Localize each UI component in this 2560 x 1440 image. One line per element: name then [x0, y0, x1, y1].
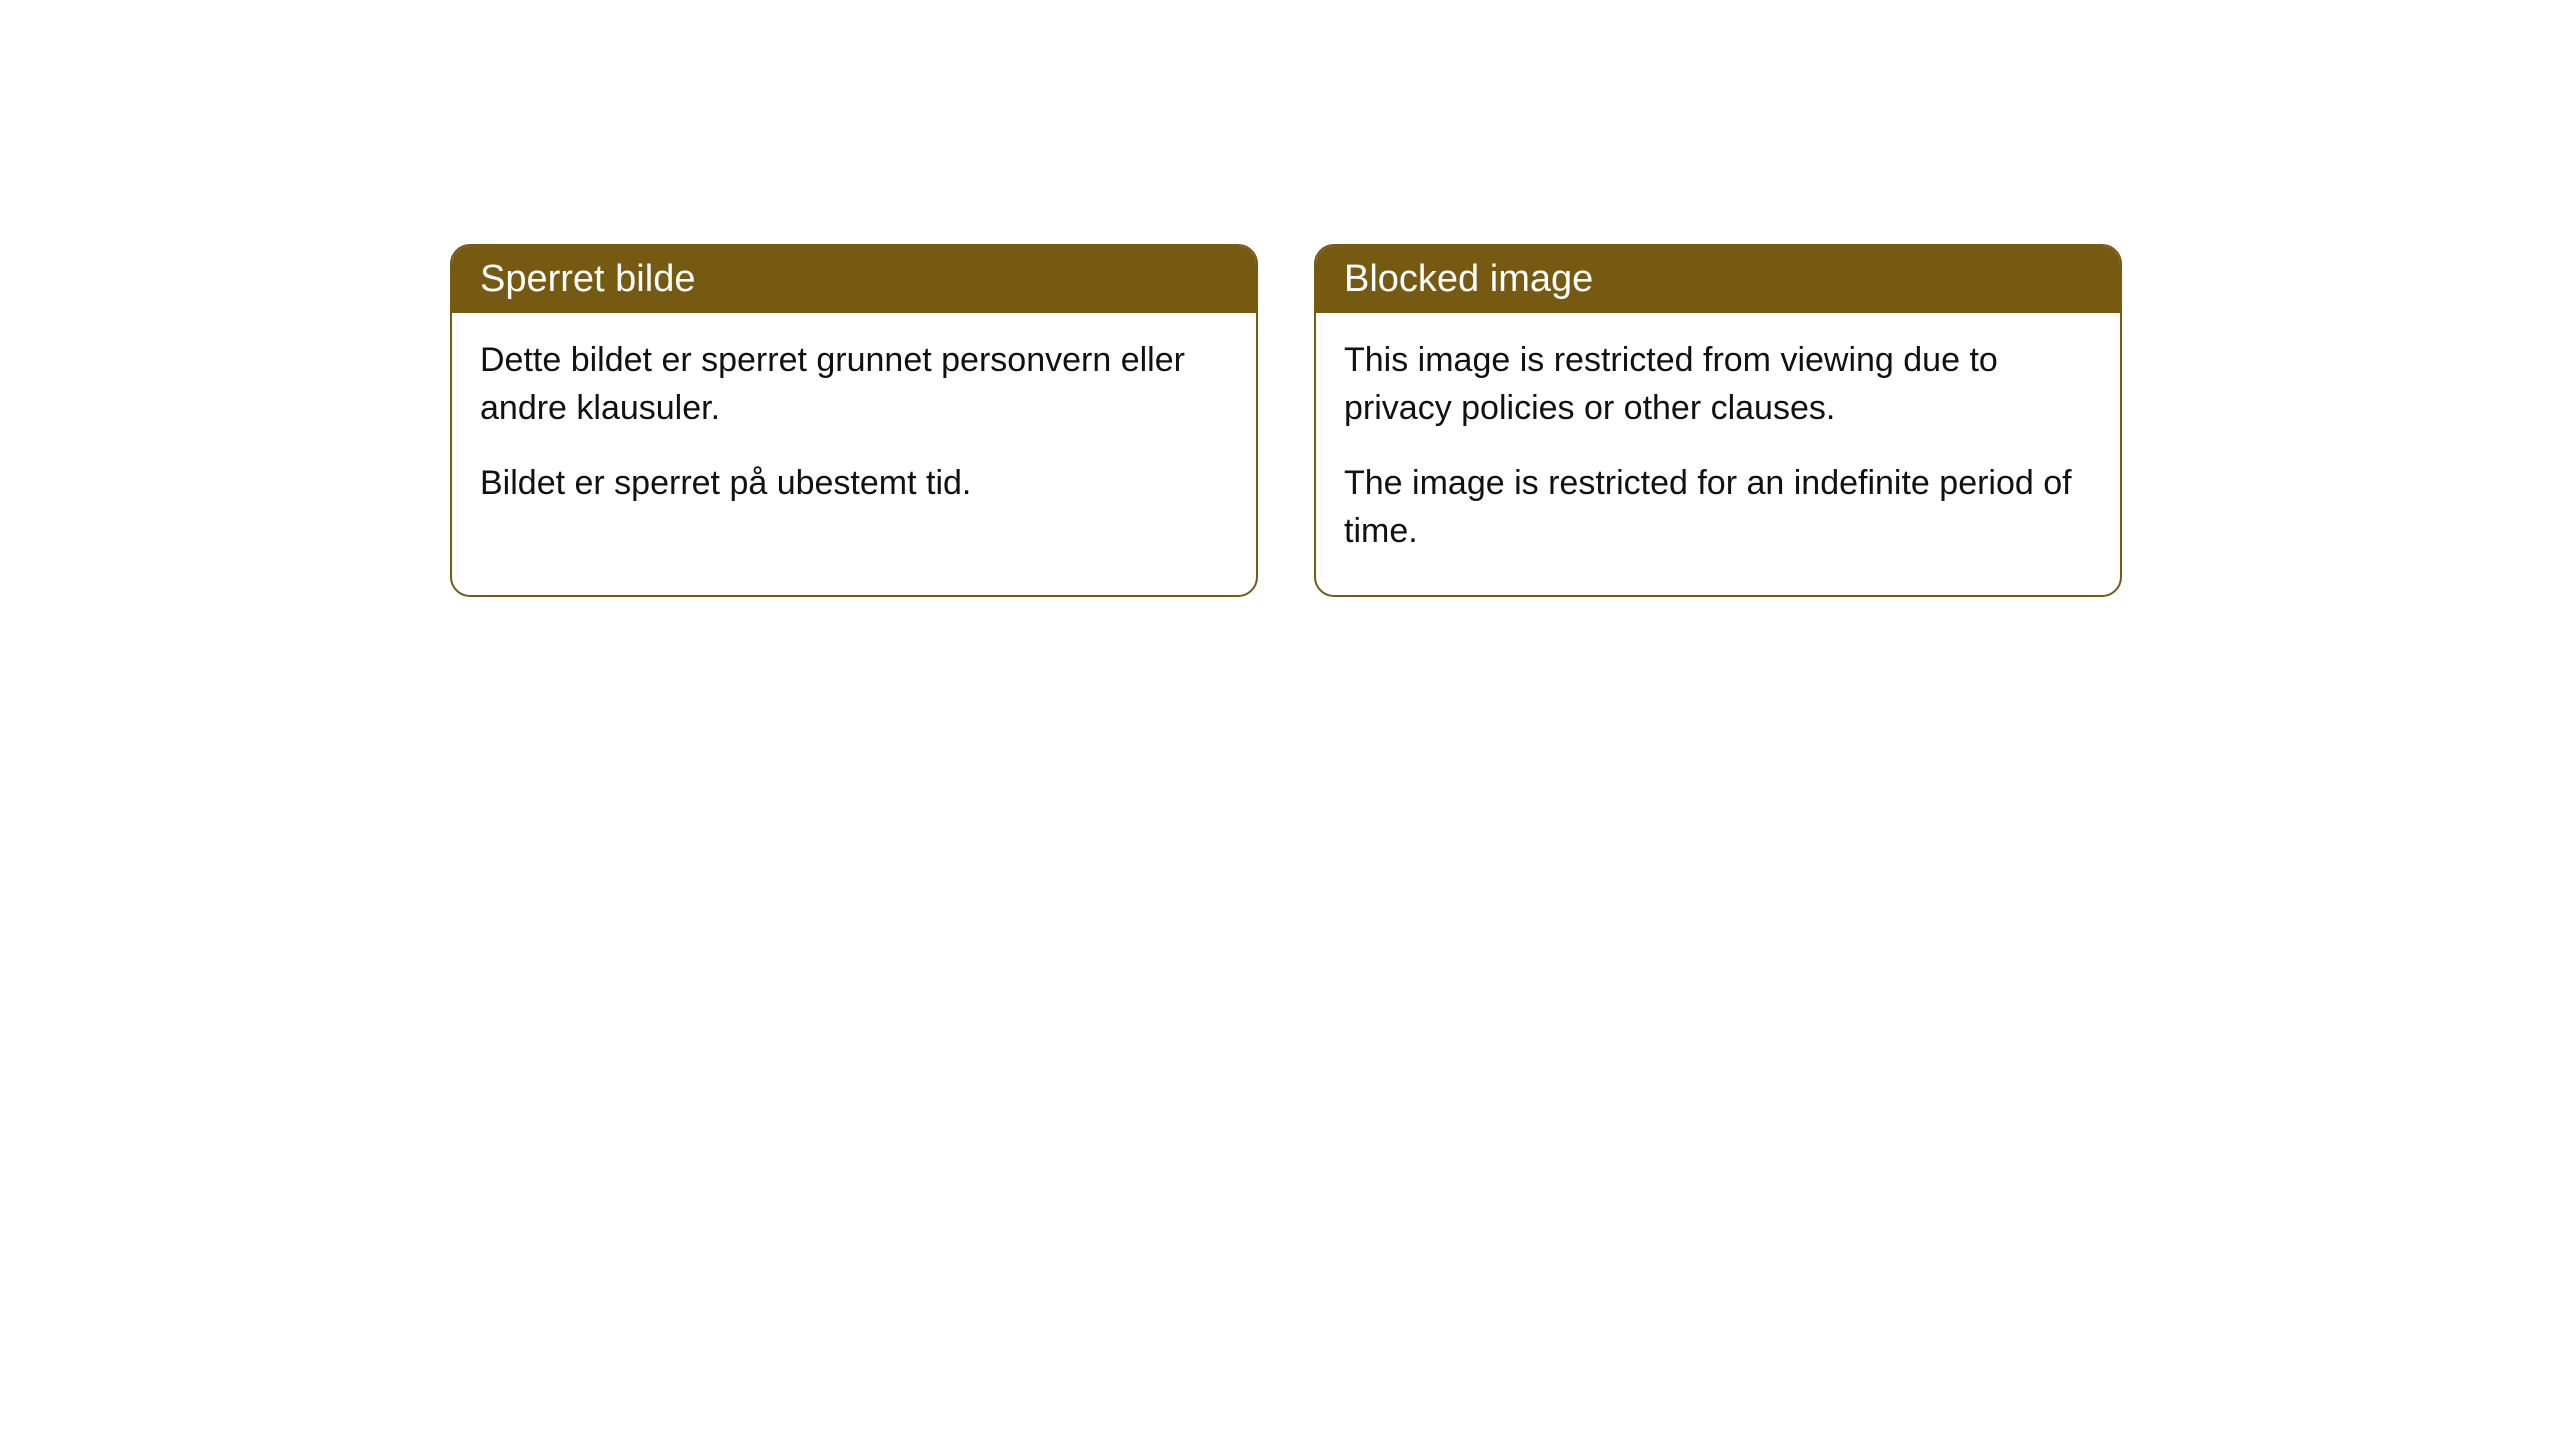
card-header-en: Blocked image: [1316, 246, 2120, 313]
card-title-en: Blocked image: [1344, 258, 1593, 300]
cards-container: Sperret bilde Dette bildet er sperret gr…: [0, 0, 2560, 597]
card-paragraph-no-1: Dette bildet er sperret grunnet personve…: [480, 337, 1228, 432]
card-body-no: Dette bildet er sperret grunnet personve…: [452, 313, 1256, 548]
card-title-no: Sperret bilde: [480, 258, 695, 300]
card-paragraph-no-2: Bildet er sperret på ubestemt tid.: [480, 460, 1228, 508]
card-header-no: Sperret bilde: [452, 246, 1256, 313]
card-body-en: This image is restricted from viewing du…: [1316, 313, 2120, 595]
blocked-image-card-en: Blocked image This image is restricted f…: [1314, 244, 2122, 597]
blocked-image-card-no: Sperret bilde Dette bildet er sperret gr…: [450, 244, 1258, 597]
card-paragraph-en-2: The image is restricted for an indefinit…: [1344, 460, 2092, 555]
card-paragraph-en-1: This image is restricted from viewing du…: [1344, 337, 2092, 432]
